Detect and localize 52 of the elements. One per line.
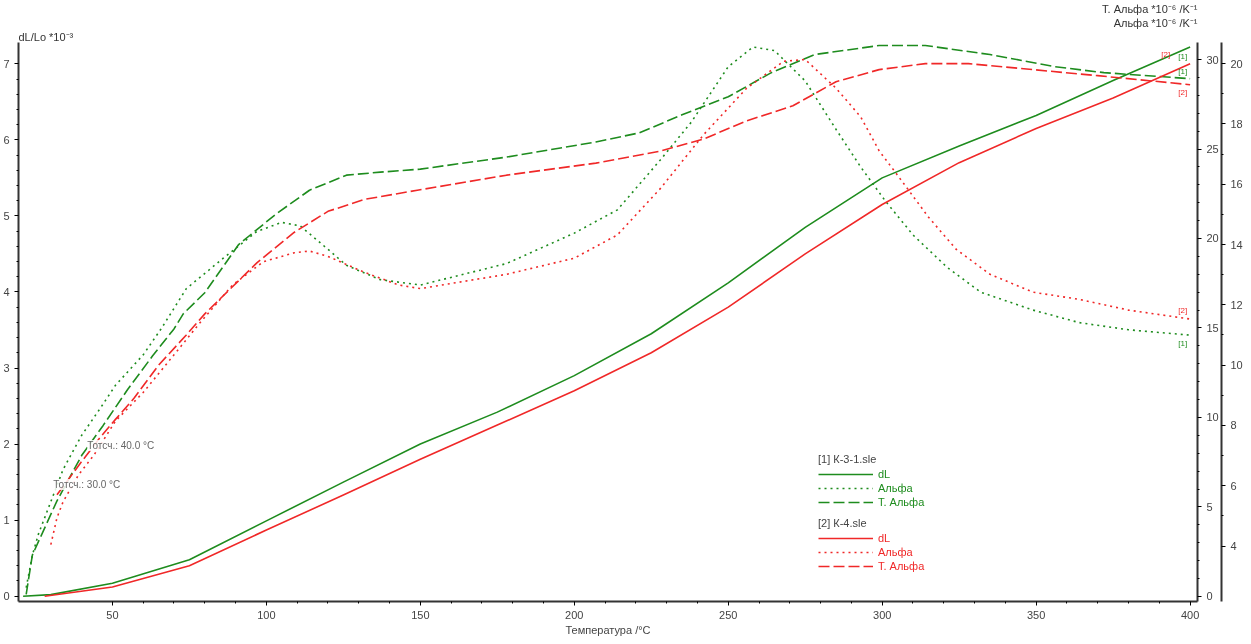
annotation: [1] (1178, 51, 1188, 61)
y2-tick-label: 20 (1206, 232, 1219, 245)
annotation: [2] (1178, 88, 1188, 98)
annotation: [2] (1161, 50, 1171, 60)
legend-label: Т. Альфа (878, 559, 925, 573)
x-tick-label: 200 (565, 608, 584, 621)
x-axis-title: Температура /°C (565, 623, 651, 636)
y2-tick-label: 25 (1206, 143, 1219, 155)
y2-axis-title: Альфа *10⁻⁶ /K⁻¹ (1113, 16, 1198, 29)
y3-tick-label: 12 (1230, 298, 1243, 311)
y3-tick-label: 4 (1230, 540, 1237, 553)
x-tick-label: 150 (411, 608, 430, 621)
y2-tick-label: 10 (1206, 411, 1219, 424)
y2-tick-label: 0 (1206, 590, 1213, 603)
y-tick-label: 6 (3, 133, 10, 146)
annotation: [1] (1178, 67, 1188, 77)
y2-tick-label: 5 (1206, 500, 1213, 513)
legend-label: Альфа (878, 481, 913, 495)
y-tick-label: 5 (3, 209, 10, 222)
y3-tick-label: 10 (1230, 359, 1243, 372)
y2-tick-label: 15 (1206, 322, 1219, 334)
y3-tick-label: 6 (1230, 479, 1237, 492)
annotation: [1] (1178, 338, 1188, 348)
y-tick-label: 2 (3, 438, 10, 451)
legend-label: dL (878, 531, 892, 545)
annotation: Тотсч.: 40.0 °C (87, 440, 155, 452)
legend-label: Т. Альфа (878, 495, 925, 509)
y-tick-label: 7 (3, 57, 10, 70)
annotation: [1] К-3-1.sle (818, 453, 878, 465)
y-tick-label: 3 (3, 362, 10, 375)
y2-tick-label: 30 (1206, 53, 1219, 66)
x-tick-label: 250 (719, 608, 738, 621)
y3-tick-label: 16 (1230, 178, 1243, 191)
x-tick-label: 350 (1026, 608, 1046, 621)
y-axis-title: dL/Lo *10⁻³ (18, 30, 74, 43)
y-tick-label: 1 (3, 514, 10, 527)
legend-label: Альфа (878, 545, 913, 559)
y3-tick-label: 14 (1230, 238, 1243, 251)
x-tick-label: 50 (106, 608, 119, 621)
y-tick-label: 0 (3, 590, 10, 603)
y3-tick-label: 20 (1230, 57, 1243, 70)
x-tick-label: 300 (873, 608, 892, 621)
annotation: [2] (1178, 305, 1188, 315)
x-tick-label: 100 (257, 608, 276, 621)
annotation: Тотсч.: 30.0 °C (53, 478, 121, 490)
y3-axis-title: Т. Альфа *10⁻⁶ /K⁻¹ (1102, 2, 1198, 15)
x-tick-label: 400 (1180, 608, 1200, 621)
y-tick-label: 4 (3, 285, 10, 298)
annotation: [2] К-4.sle (818, 517, 868, 529)
y3-tick-label: 18 (1230, 117, 1243, 130)
y3-tick-label: 8 (1230, 419, 1237, 432)
legend-label: dL (878, 467, 892, 481)
